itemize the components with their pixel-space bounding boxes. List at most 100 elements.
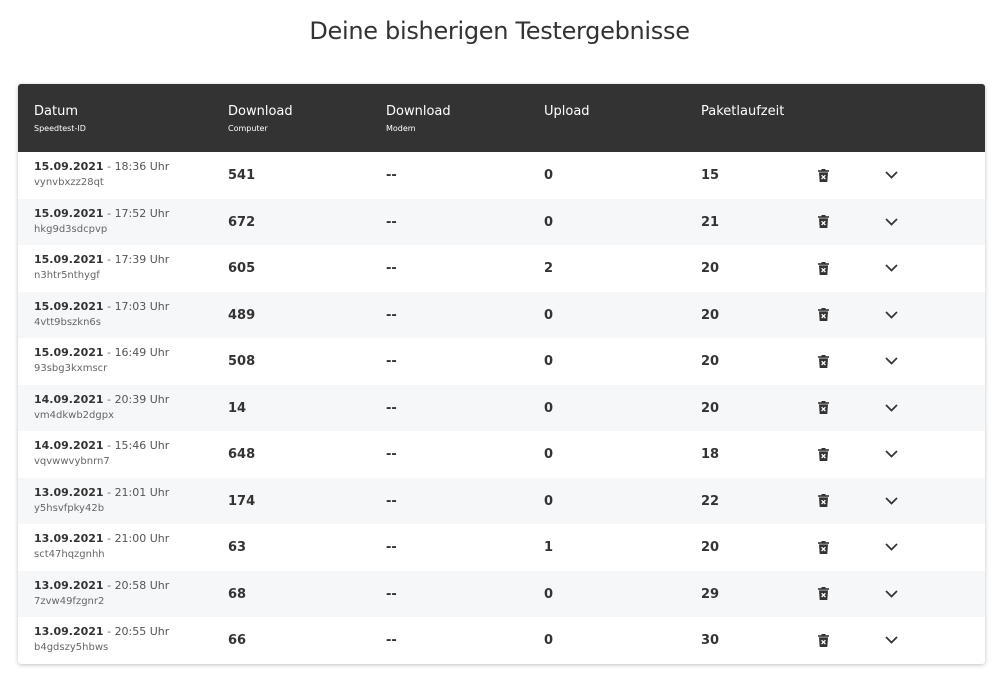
speedtest-id: hkg9d3sdcpvp — [34, 223, 108, 235]
delete-result-button[interactable] — [815, 493, 831, 509]
trash-icon — [817, 308, 829, 321]
download-computer-value: 541 — [228, 168, 256, 183]
expand-row-button[interactable] — [883, 446, 899, 462]
chevron-down-icon — [884, 589, 898, 598]
download-computer-value: 66 — [228, 633, 247, 648]
download-modem-value: -- — [386, 540, 397, 555]
latency-value: 18 — [701, 447, 720, 462]
upload-value: 0 — [544, 168, 554, 183]
upload-value: 0 — [544, 307, 554, 323]
header-download-modem-sublabel: Modem — [386, 124, 416, 133]
result-time: 17:03 Uhr — [114, 299, 170, 313]
result-date: 15.09.2021 — [34, 206, 104, 220]
header-latency-label: Paketlaufzeit — [701, 104, 785, 119]
page-title: Deine bisherigen Testergebnisse — [309, 17, 690, 45]
chevron-down-icon — [884, 357, 898, 365]
delete-result-button[interactable] — [815, 167, 831, 183]
latency-value: 30 — [701, 633, 720, 648]
delete-result-button[interactable] — [815, 539, 831, 555]
table-header: Datum Speedtest-ID Download Computer Dow… — [18, 84, 985, 152]
table-body: 15.09.2021 - 18:36 Uhr vynvbxzz28qt 541 … — [18, 152, 985, 664]
expand-row-button[interactable] — [883, 400, 899, 416]
trash-icon — [817, 633, 829, 647]
result-time: 20:55 Uhr — [114, 625, 170, 638]
download-modem-value: -- — [386, 261, 397, 276]
expand-row-button[interactable] — [883, 307, 899, 323]
upload-value: 0 — [544, 493, 554, 509]
header-upload-label: Upload — [544, 104, 590, 119]
latency-value: 21 — [701, 214, 720, 230]
delete-result-button[interactable] — [815, 353, 831, 369]
result-datetime: 13.09.2021 - 21:01 Uhr — [34, 486, 169, 500]
delete-result-button[interactable] — [815, 400, 831, 416]
result-time: 21:00 Uhr — [114, 532, 170, 545]
latency-value: 22 — [701, 493, 720, 509]
download-computer-value: 489 — [228, 307, 256, 323]
datetime-separator: - — [103, 485, 115, 499]
result-time: 20:58 Uhr — [114, 578, 170, 592]
result-time: 18:36 Uhr — [114, 160, 170, 173]
chevron-down-icon — [884, 636, 898, 644]
speedtest-id: 4vtt9bszkn6s — [34, 316, 101, 328]
latency-value: 20 — [701, 540, 720, 555]
expand-row-button[interactable] — [883, 539, 899, 555]
result-datetime: 13.09.2021 - 21:00 Uhr — [34, 532, 169, 546]
download-computer-value: 63 — [228, 540, 247, 555]
latency-value: 15 — [701, 168, 720, 183]
header-upload: Upload — [544, 104, 590, 120]
header-date: Datum Speedtest-ID — [34, 104, 86, 136]
delete-result-button[interactable] — [815, 632, 831, 648]
result-date: 13.09.2021 — [34, 578, 104, 592]
result-date: 15.09.2021 — [34, 253, 104, 266]
delete-result-button[interactable] — [815, 586, 831, 602]
upload-value: 1 — [544, 540, 554, 555]
upload-value: 0 — [544, 586, 554, 602]
expand-row-button[interactable] — [883, 493, 899, 509]
download-modem-value: -- — [386, 633, 397, 648]
delete-result-button[interactable] — [815, 446, 831, 462]
expand-row-button[interactable] — [883, 214, 899, 230]
upload-value: 0 — [544, 633, 554, 648]
latency-value: 20 — [701, 307, 720, 323]
datetime-separator: - — [103, 439, 115, 452]
expand-row-button[interactable] — [883, 353, 899, 369]
table-row: 15.09.2021 - 18:36 Uhr vynvbxzz28qt 541 … — [18, 152, 985, 199]
chevron-down-icon — [884, 171, 898, 179]
datetime-separator: - — [103, 160, 115, 173]
result-time: 16:49 Uhr — [114, 346, 170, 359]
speedtest-id: 93sbg3kxmscr — [34, 363, 108, 374]
result-time: 20:39 Uhr — [114, 392, 170, 406]
expand-row-button[interactable] — [883, 632, 899, 648]
result-time: 17:39 Uhr — [114, 253, 170, 266]
result-time: 21:01 Uhr — [114, 485, 170, 499]
datetime-separator: - — [103, 578, 115, 592]
result-datetime: 15.09.2021 - 17:52 Uhr — [34, 207, 169, 221]
table-row: 13.09.2021 - 20:55 Uhr b4gdszy5hbws 66 -… — [18, 617, 985, 664]
chevron-down-icon — [884, 543, 898, 551]
result-datetime: 13.09.2021 - 20:55 Uhr — [34, 625, 169, 639]
download-computer-value: 605 — [228, 261, 256, 276]
chevron-down-icon — [884, 403, 898, 412]
datetime-separator: - — [103, 206, 115, 220]
delete-result-button[interactable] — [815, 260, 831, 276]
expand-row-button[interactable] — [883, 586, 899, 602]
upload-value: 0 — [544, 400, 554, 416]
result-date: 14.09.2021 — [34, 392, 104, 406]
header-latency: Paketlaufzeit — [701, 104, 784, 120]
download-modem-value: -- — [386, 168, 397, 183]
delete-result-button[interactable] — [815, 307, 831, 323]
upload-value: 0 — [544, 354, 554, 369]
expand-row-button[interactable] — [883, 260, 899, 276]
datetime-separator: - — [103, 532, 115, 545]
expand-row-button[interactable] — [883, 167, 899, 183]
result-datetime: 14.09.2021 - 15:46 Uhr — [34, 439, 169, 453]
delete-result-button[interactable] — [815, 214, 831, 230]
result-date: 13.09.2021 — [34, 532, 104, 545]
upload-value: 0 — [544, 447, 554, 462]
result-datetime: 14.09.2021 - 20:39 Uhr — [34, 393, 169, 407]
datetime-separator: - — [103, 625, 115, 638]
download-modem-value: -- — [386, 354, 397, 369]
table-row: 13.09.2021 - 21:01 Uhr y5hsvfpky42b 174 … — [18, 477, 985, 524]
header-download-modem-label: Download — [386, 104, 451, 119]
header-date-label: Datum — [34, 104, 78, 119]
